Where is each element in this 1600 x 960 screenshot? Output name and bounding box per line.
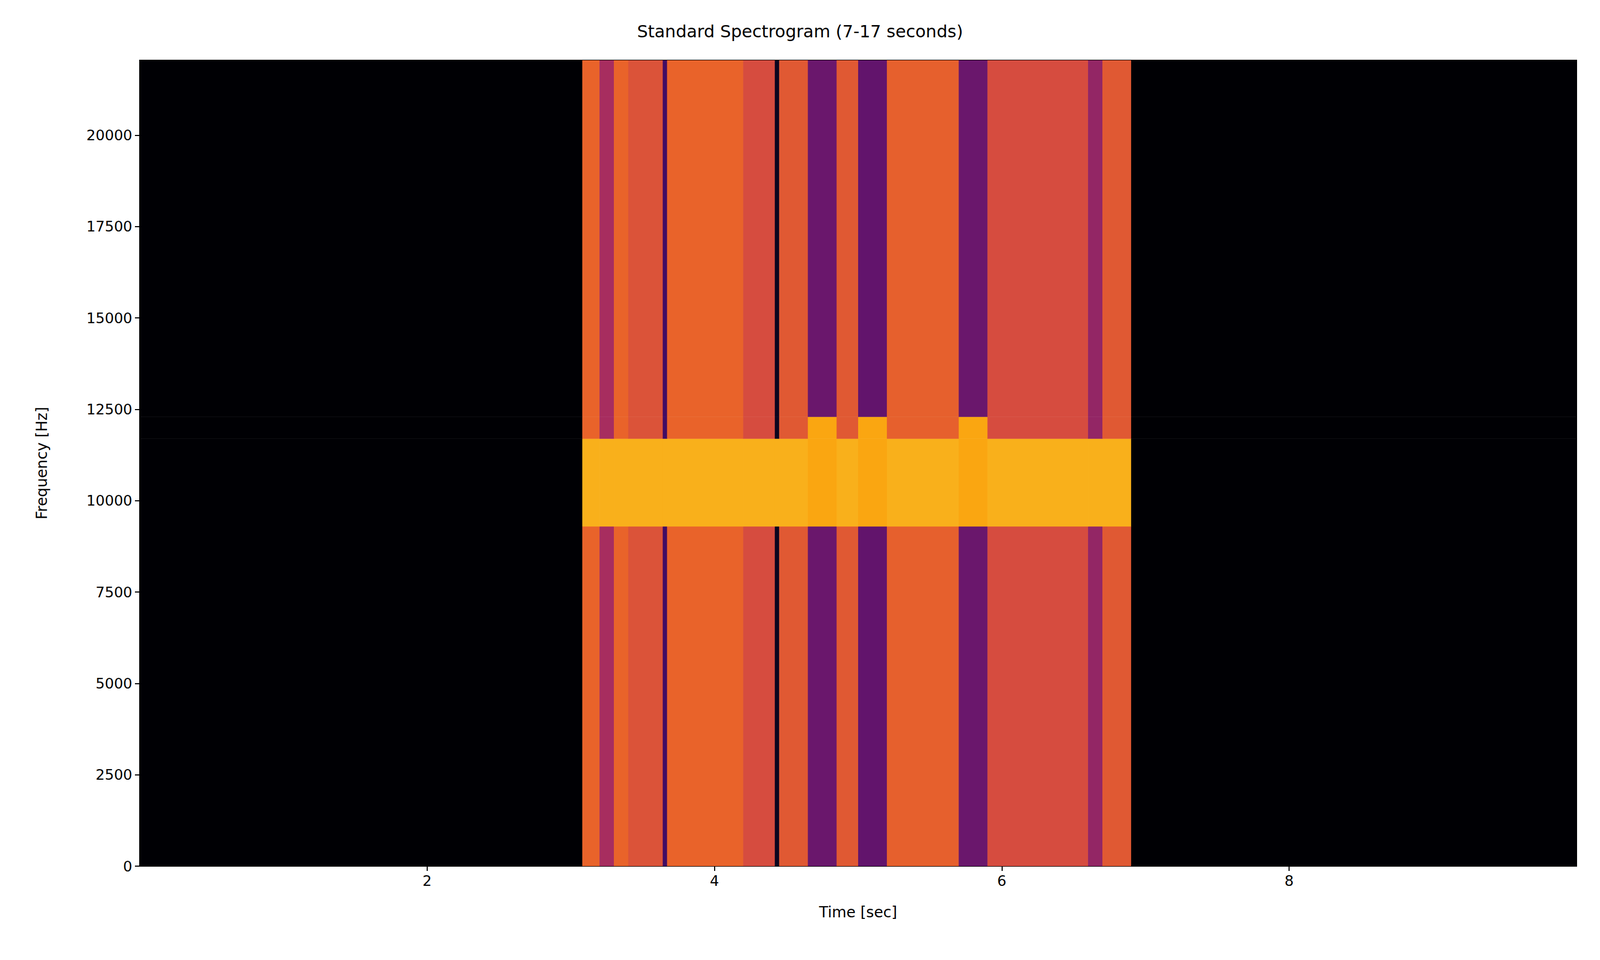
svg-text:7500: 7500 bbox=[95, 584, 133, 601]
svg-text:6: 6 bbox=[997, 872, 1007, 890]
svg-text:5000: 5000 bbox=[95, 675, 133, 692]
svg-text:Frequency [Hz]: Frequency [Hz] bbox=[33, 406, 51, 520]
svg-text:15000: 15000 bbox=[86, 309, 133, 327]
svg-text:Standard Spectrogram (7-17 sec: Standard Spectrogram (7-17 seconds) bbox=[636, 21, 963, 42]
svg-text:2: 2 bbox=[422, 872, 432, 890]
svg-text:10000: 10000 bbox=[86, 492, 133, 509]
svg-text:0: 0 bbox=[123, 858, 133, 875]
svg-text:20000: 20000 bbox=[86, 126, 133, 144]
svg-text:2500: 2500 bbox=[95, 766, 133, 783]
svg-text:Time [sec]: Time [sec] bbox=[818, 903, 898, 922]
svg-text:8: 8 bbox=[1284, 872, 1294, 890]
svg-text:12500: 12500 bbox=[86, 401, 133, 418]
svg-text:4: 4 bbox=[709, 872, 719, 890]
svg-text:17500: 17500 bbox=[86, 218, 133, 235]
